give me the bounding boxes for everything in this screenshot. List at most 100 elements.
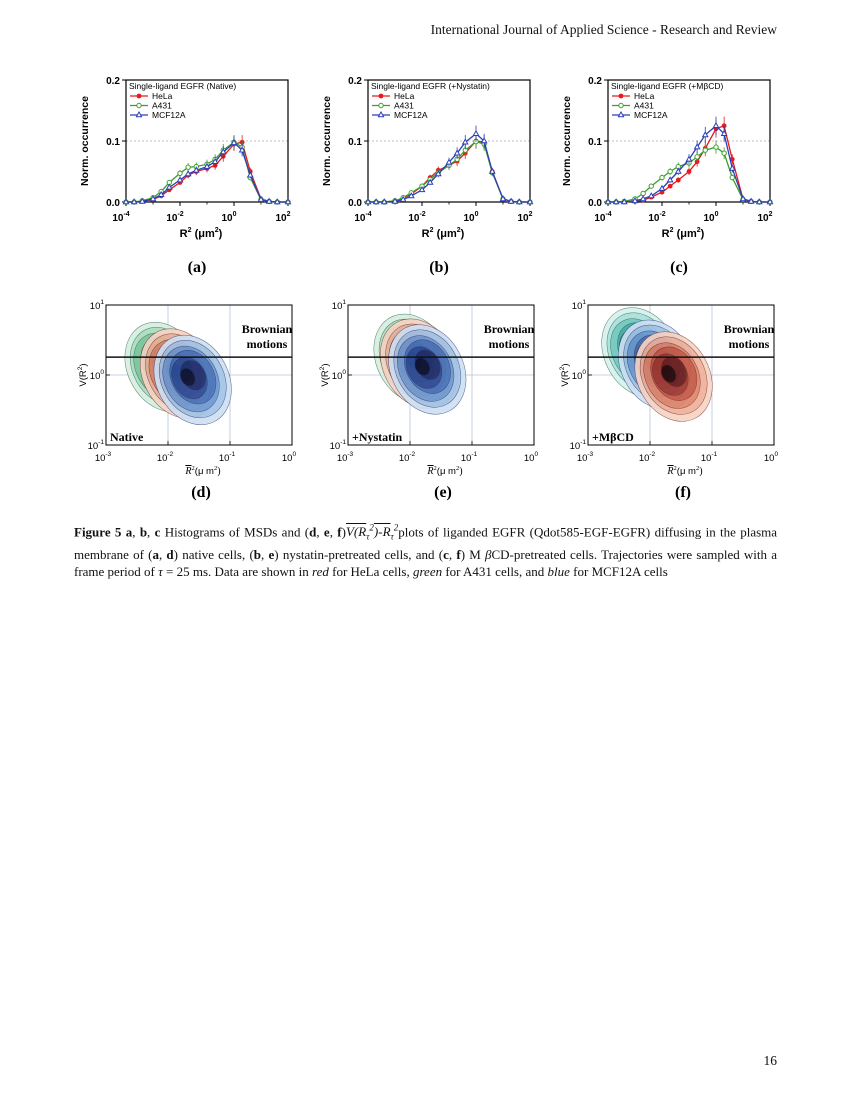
data-point-mcf12a xyxy=(445,158,453,165)
legend-marker xyxy=(135,110,143,118)
density-mcf12a xyxy=(388,324,467,415)
legend-title: Single-ligand EGFR (+MβCD) xyxy=(611,81,724,91)
x-tick-label: 10-2 xyxy=(157,451,174,464)
data-point-mcf12a xyxy=(507,197,515,204)
data-point-mcf12a xyxy=(391,197,399,204)
y-tick-label: 0.0 xyxy=(588,198,602,209)
legend-marker xyxy=(378,93,384,99)
y-tick-label: 0.2 xyxy=(348,76,362,87)
x-tick-label: 102 xyxy=(517,211,532,224)
page-number: 16 xyxy=(763,1053,778,1068)
legend-label-hela: HeLa xyxy=(152,91,173,101)
running-header: International Journal of Applied Science… xyxy=(430,22,777,37)
contour-group xyxy=(124,321,232,425)
legend-marker xyxy=(136,93,142,99)
data-point-a431 xyxy=(185,164,191,170)
data-point-hela xyxy=(675,177,681,183)
data-point-a431 xyxy=(694,154,700,160)
data-point-mcf12a xyxy=(701,131,709,138)
data-point-mcf12a xyxy=(480,137,488,144)
condition-label: Native xyxy=(110,430,144,444)
data-point-mcf12a xyxy=(426,178,434,185)
data-point-mcf12a xyxy=(720,129,728,136)
legend-label-mcf12a: MCF12A xyxy=(634,110,668,120)
data-point-mcf12a xyxy=(203,162,211,169)
legend-marker xyxy=(617,110,625,118)
x-tick-label: 100 xyxy=(764,451,779,464)
data-point-mcf12a xyxy=(407,192,415,199)
data-point-mcf12a xyxy=(364,198,372,205)
legend-marker xyxy=(136,102,142,109)
contour-group xyxy=(601,307,713,422)
panel-letter: (e) xyxy=(434,484,452,501)
contour-level xyxy=(660,364,677,383)
brownian-label-line1: Brownian xyxy=(484,322,535,336)
data-point-a431 xyxy=(713,144,719,150)
x-tick-label: 102 xyxy=(757,211,772,224)
legend-label-hela: HeLa xyxy=(634,91,655,101)
data-point-mcf12a xyxy=(488,167,496,174)
legend-title: Single-ligand EGFR (+Nystatin) xyxy=(371,81,490,91)
x-tick-label: 100 xyxy=(703,211,718,224)
y-tick-label: 0.0 xyxy=(106,198,120,209)
x-tick-label: 100 xyxy=(463,211,478,224)
x-axis-label: R2 (μm2) xyxy=(662,227,705,240)
data-point-mcf12a xyxy=(192,166,200,173)
data-point-a431 xyxy=(729,174,735,181)
legend-marker xyxy=(377,110,385,118)
condition-label: +Nystatin xyxy=(352,430,403,444)
data-point-mcf12a xyxy=(693,143,701,150)
data-point-mcf12a xyxy=(526,198,534,205)
data-point-mcf12a xyxy=(766,198,774,205)
data-point-a431 xyxy=(640,190,646,197)
legend: Single-ligand EGFR (+Nystatin)HeLaA431MC… xyxy=(371,81,490,120)
data-point-mcf12a xyxy=(747,197,755,204)
data-point-mcf12a xyxy=(604,198,612,205)
data-point-a431 xyxy=(667,168,673,175)
data-point-mcf12a xyxy=(631,196,639,204)
x-tick-label: 100 xyxy=(282,451,297,464)
histogram-panel-b: 0.0 0.1 0.2 10-4 10-2 100 102 Norm. occurrence R… xyxy=(321,76,534,276)
data-point-mcf12a xyxy=(372,198,380,205)
data-point-mcf12a xyxy=(685,155,693,162)
data-point-mcf12a xyxy=(230,139,238,146)
x-tick-label: 10-4 xyxy=(354,211,371,224)
data-point-mcf12a xyxy=(219,148,227,155)
y-tick-label: 101 xyxy=(572,299,587,312)
data-point-mcf12a xyxy=(472,129,480,136)
data-point-mcf12a xyxy=(238,146,246,153)
legend-marker xyxy=(618,102,624,109)
contour-level xyxy=(414,357,431,376)
data-point-mcf12a xyxy=(122,198,130,205)
brownian-label-line2: motions xyxy=(729,337,770,351)
x-tick-label: 102 xyxy=(275,211,290,224)
data-point-mcf12a xyxy=(399,195,407,202)
panel-letter: (d) xyxy=(191,484,211,501)
y-tick-label: 0.2 xyxy=(588,76,602,87)
data-point-a431 xyxy=(177,170,183,177)
data-point-mcf12a xyxy=(674,167,682,174)
x-axis-label: R2 (μm2) xyxy=(422,227,465,240)
data-point-mcf12a xyxy=(246,171,254,178)
y-tick-label: 10-1 xyxy=(570,439,587,452)
data-point-mcf12a xyxy=(257,195,265,202)
contour-level xyxy=(180,368,196,387)
y-tick-label: 0.2 xyxy=(106,76,120,87)
legend-label-hela: HeLa xyxy=(394,91,415,101)
data-point-mcf12a xyxy=(418,185,426,193)
x-axis-label: R2(μ m2) xyxy=(184,465,220,477)
y-axis-label: V(R2) xyxy=(559,363,571,386)
contour-group xyxy=(373,313,467,415)
data-point-mcf12a xyxy=(273,198,281,205)
data-point-a431 xyxy=(648,183,654,189)
x-tick-label: 100 xyxy=(221,211,236,224)
data-point-a431 xyxy=(702,147,708,153)
brownian-label-line2: motions xyxy=(489,337,530,351)
histogram-panel-c: 0.0 0.1 0.2 10-4 10-2 100 102 Norm. occurrence R… xyxy=(561,76,774,276)
x-axis-label: R2 (μm2) xyxy=(180,227,223,240)
y-tick-label: 101 xyxy=(90,299,105,312)
legend-label-a431: A431 xyxy=(634,101,654,111)
y-axis-label: Norm. occurrence xyxy=(79,96,91,186)
